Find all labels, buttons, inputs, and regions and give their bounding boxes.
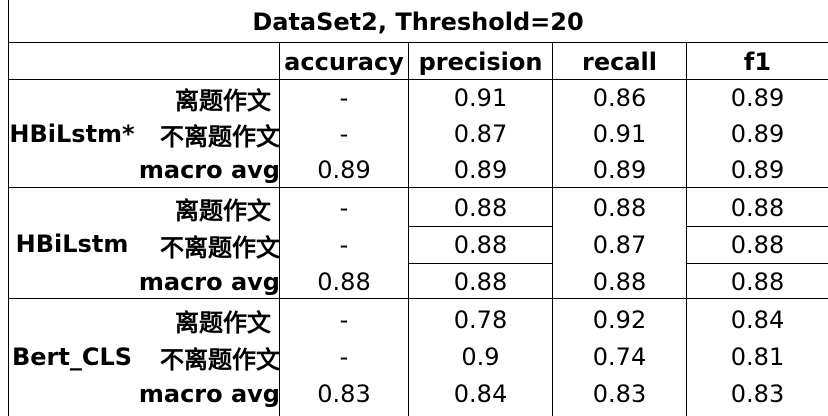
cell-f1: 0.89 — [730, 120, 785, 148]
grid-line — [409, 263, 552, 264]
cell-accuracy: - — [339, 194, 349, 222]
cell-accuracy: 0.83 — [317, 380, 371, 408]
header-recall: recall — [582, 48, 657, 76]
cell-precision: 0.78 — [453, 306, 508, 334]
cell-accuracy: 0.88 — [317, 268, 371, 296]
cell-precision: 0.9 — [461, 343, 500, 371]
cell-recall: 0.74 — [592, 343, 647, 371]
row-label: 不离题作文 — [160, 233, 280, 262]
grid-line — [552, 43, 553, 416]
cell-precision: 0.91 — [453, 84, 508, 112]
cell-f1: 0.84 — [730, 306, 785, 334]
cell-f1: 0.83 — [730, 380, 785, 408]
grid-line — [8, 79, 828, 80]
cell-accuracy: - — [339, 84, 349, 112]
cell-f1: 0.88 — [730, 194, 785, 222]
grid-line — [279, 43, 280, 416]
row-label: 不离题作文 — [160, 345, 280, 374]
row-label: 不离题作文 — [160, 122, 280, 151]
grid-line — [8, 0, 9, 416]
grid-line — [687, 226, 828, 227]
cell-precision: 0.89 — [453, 156, 508, 184]
header-f1: f1 — [743, 48, 772, 76]
cell-precision: 0.87 — [453, 120, 508, 148]
row-label: 离题作文 — [175, 308, 271, 337]
cell-recall: 0.89 — [592, 156, 647, 184]
table-title: DataSet2, Threshold=20 — [252, 8, 584, 36]
cell-precision: 0.88 — [453, 194, 508, 222]
cell-f1: 0.88 — [730, 231, 785, 259]
cell-recall: 0.88 — [592, 268, 647, 296]
cell-accuracy: - — [339, 343, 349, 371]
cell-precision: 0.88 — [453, 231, 508, 259]
model-name-hbilstm: HBiLstm — [15, 230, 129, 258]
header-precision: precision — [418, 48, 543, 76]
cell-precision: 0.88 — [453, 268, 508, 296]
cell-precision: 0.84 — [453, 380, 508, 408]
cell-f1: 0.89 — [730, 156, 785, 184]
cell-recall: 0.92 — [592, 306, 647, 334]
cell-f1: 0.81 — [730, 343, 785, 371]
row-label: macro avg — [138, 380, 280, 408]
row-label: 离题作文 — [175, 86, 271, 115]
grid-line — [408, 43, 409, 416]
cell-accuracy: 0.89 — [317, 156, 371, 184]
grid-line — [8, 298, 828, 299]
model-name-hbilstm-star: HBiLstm* — [9, 119, 135, 148]
cell-recall: 0.88 — [592, 194, 647, 222]
cell-recall: 0.87 — [592, 231, 647, 259]
model-name-bert-cls: Bert_CLS — [11, 343, 133, 371]
grid-line — [409, 226, 552, 227]
cell-f1: 0.89 — [730, 84, 785, 112]
grid-line — [8, 42, 828, 43]
grid-line — [686, 43, 687, 416]
cell-recall: 0.91 — [592, 120, 647, 148]
row-label: macro avg — [138, 268, 280, 296]
row-label: 离题作文 — [175, 196, 271, 225]
cell-accuracy: - — [339, 120, 349, 148]
grid-line — [687, 263, 828, 264]
cell-f1: 0.88 — [730, 268, 785, 296]
row-label: macro avg — [138, 156, 280, 184]
cell-accuracy: - — [339, 231, 349, 259]
grid-line — [8, 187, 828, 188]
cell-recall: 0.86 — [592, 84, 647, 112]
cell-accuracy: - — [339, 306, 349, 334]
cell-recall: 0.83 — [592, 380, 647, 408]
header-accuracy: accuracy — [284, 48, 404, 76]
